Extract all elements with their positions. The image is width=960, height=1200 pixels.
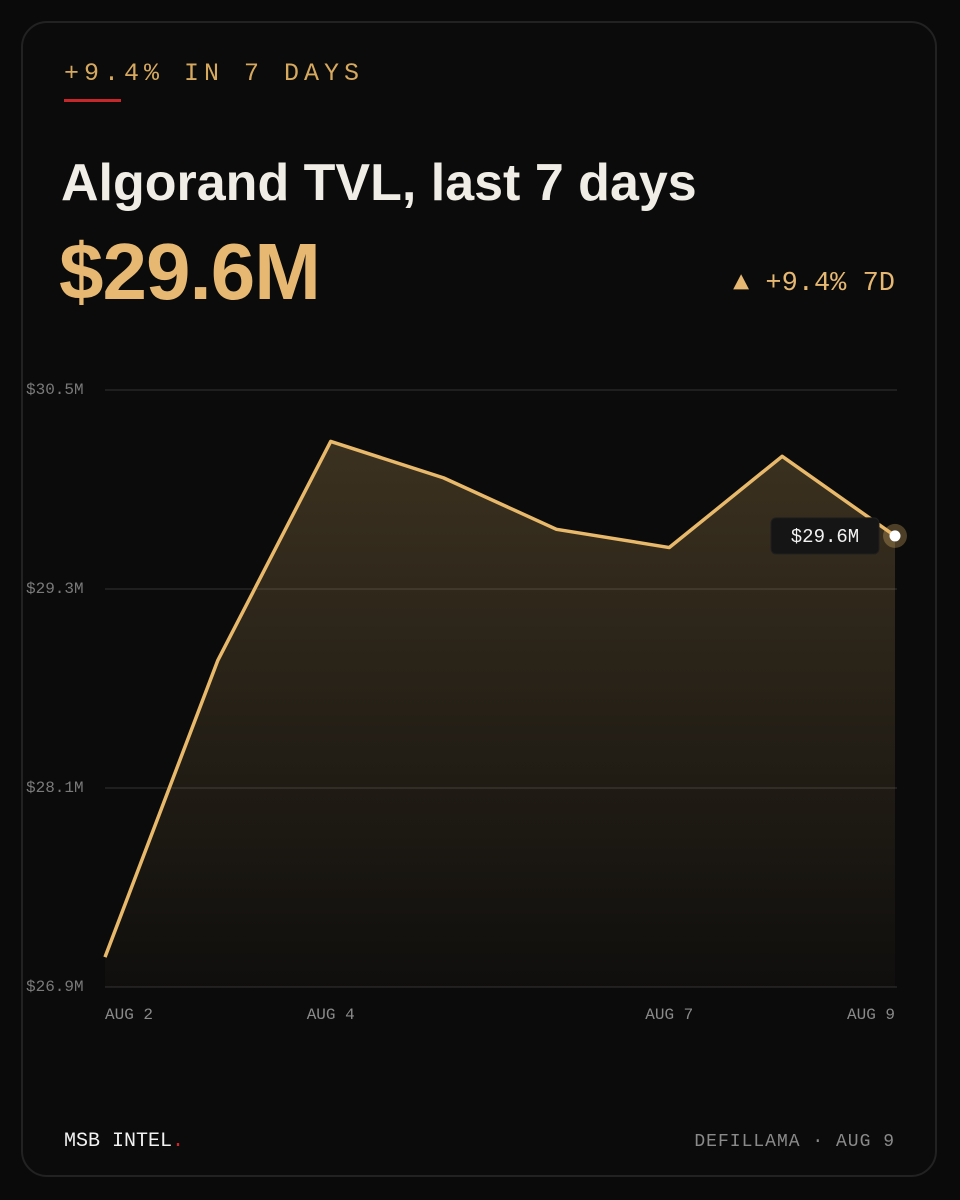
x-tick-label: AUG 2	[105, 1006, 153, 1024]
headline-value: $29.6M	[59, 227, 321, 316]
accent-rule	[64, 99, 121, 102]
callout-label: $29.6M	[791, 526, 859, 548]
chart-title: Algorand TVL, last 7 days	[61, 154, 697, 212]
y-tick-label: $30.5M	[26, 381, 84, 399]
callout-box	[770, 517, 880, 555]
area	[105, 441, 895, 987]
line	[103, 439, 897, 958]
brand: MSB INTEL.	[64, 1130, 184, 1154]
x-tick-label: AUG 4	[307, 1006, 355, 1024]
brand-dot: .	[172, 1130, 185, 1153]
x-tick-label: AUG 7	[645, 1006, 693, 1024]
y-tick-label: $26.9M	[26, 978, 84, 996]
source: DEFILLAMA · AUG 9	[694, 1132, 895, 1152]
change-badge: ▲ +9.4% 7D	[732, 269, 895, 299]
y-tick-label: $29.3M	[26, 580, 84, 598]
brand-name: MSB INTEL	[64, 1130, 173, 1153]
y-tick-label: $28.1M	[26, 779, 84, 797]
end-point	[889, 530, 901, 542]
kicker: +9.4% IN 7 DAYS	[64, 59, 365, 88]
x-tick-label: AUG 9	[847, 1006, 895, 1024]
